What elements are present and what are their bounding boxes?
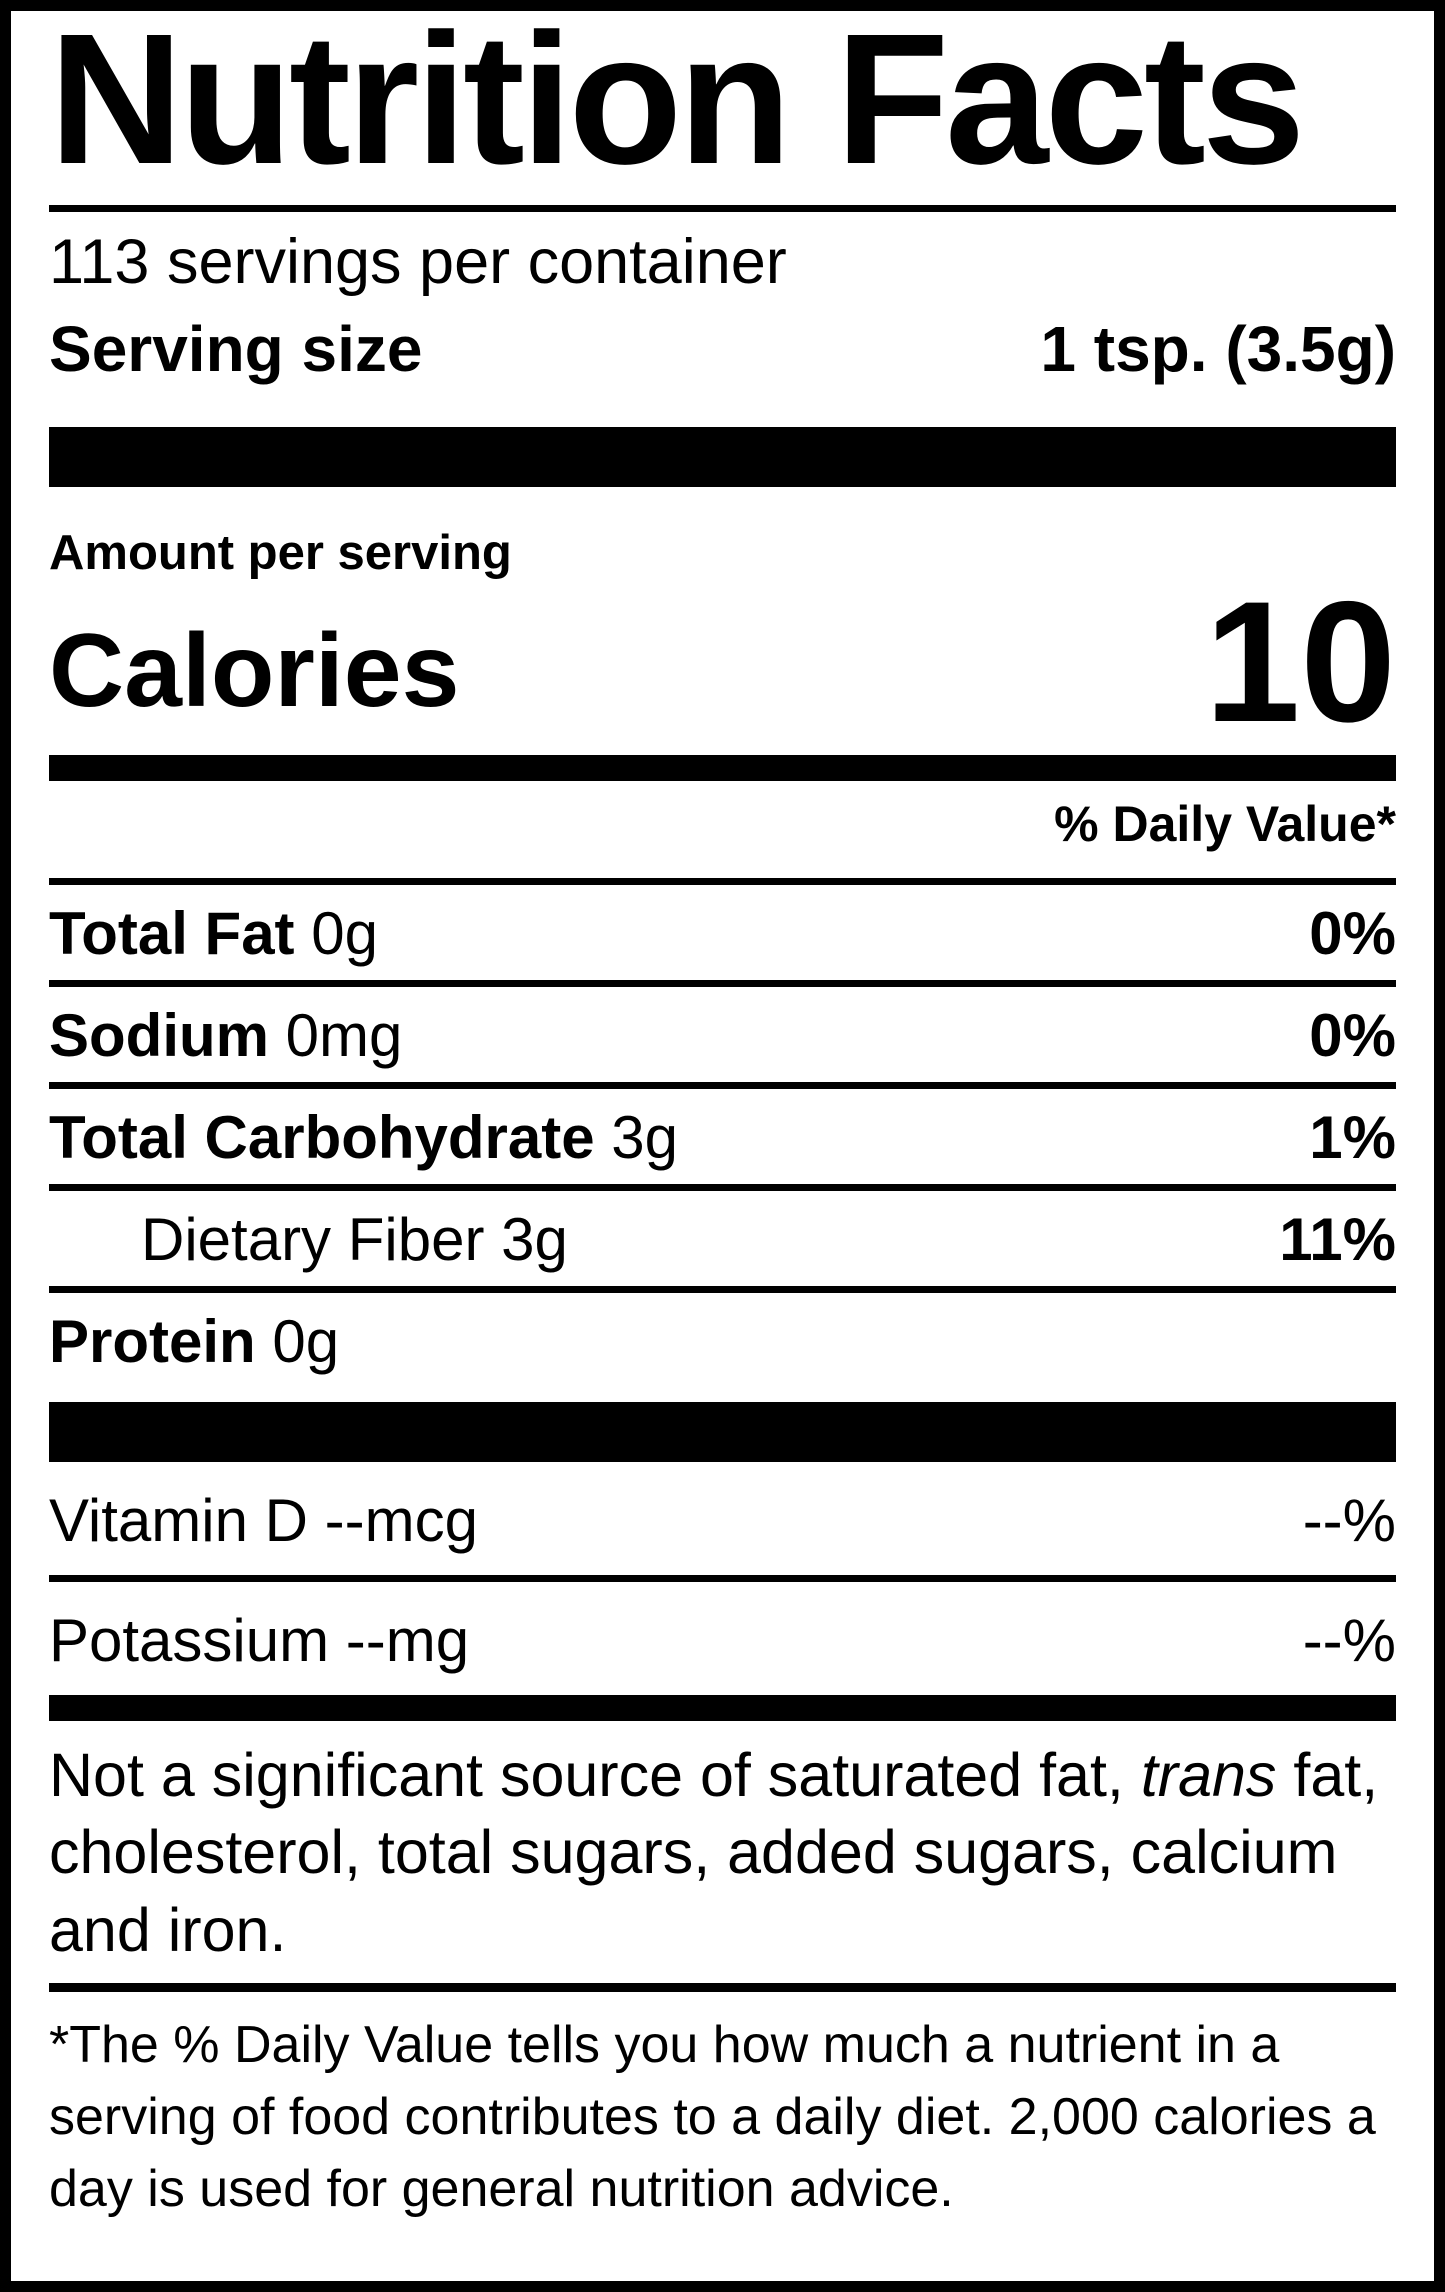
divider-above-footnote	[49, 1983, 1396, 1993]
micronutrient-row-potassium: Potassium --mg --%	[49, 1574, 1396, 1695]
nutrient-row-sodium: Sodium 0mg 0%	[49, 979, 1396, 1082]
daily-value-header: % Daily Value*	[1054, 795, 1396, 852]
servings-per-container: 113 servings per container	[49, 227, 787, 297]
nutrient-amount: 0mg	[285, 1001, 403, 1069]
thick-bar-after-protein	[49, 1401, 1396, 1462]
nutrient-name: Total Carbohydrate	[49, 1103, 595, 1171]
nutrient-amount: 0g	[311, 899, 378, 967]
medium-bar-after-micronutrients	[49, 1694, 1396, 1721]
nutrient-name: Dietary Fiber	[141, 1205, 485, 1273]
nutrient-daily-value: 1%	[1309, 1103, 1396, 1171]
micronutrient-row-vitamin-d: Vitamin D --mcg --%	[49, 1462, 1396, 1575]
nutrient-name-and-amount: Protein 0g	[49, 1307, 339, 1376]
nutrient-name-and-amount: Total Carbohydrate 3g	[49, 1103, 678, 1172]
daily-value-footnote: *The % Daily Value tells you how much a …	[49, 2016, 1376, 2218]
micronutrient-daily-value: --%	[1302, 1486, 1396, 1554]
nutrient-amount: 0g	[272, 1307, 340, 1375]
micronutrient-name: Potassium	[49, 1606, 330, 1674]
nutrient-daily-value: 11%	[1279, 1205, 1396, 1273]
nutrient-name: Sodium	[49, 1001, 269, 1069]
micronutrient-daily-value: --%	[1302, 1606, 1396, 1674]
nutrient-name-and-amount: Dietary Fiber 3g	[49, 1205, 568, 1274]
serving-size-label: Serving size	[49, 313, 423, 386]
nutrient-daily-value: 0%	[1309, 1001, 1396, 1069]
nutrient-row-total-carbohydrate: Total Carbohydrate 3g 1%	[49, 1081, 1396, 1184]
calories-label: Calories	[49, 613, 460, 730]
medium-bar-after-calories	[49, 754, 1396, 781]
nutrient-name-and-amount: Total Fat 0g	[49, 899, 378, 968]
note-suffix: fat, cholesterol, total sugars, added su…	[49, 1740, 1379, 1964]
nutrient-amount: 3g	[611, 1103, 679, 1171]
micronutrient-name-and-amount: Vitamin D --mcg	[49, 1486, 478, 1555]
note-prefix: Not a significant source of saturated fa…	[49, 1740, 1141, 1809]
amount-per-serving-label: Amount per serving	[49, 525, 512, 580]
nutrient-name-and-amount: Sodium 0mg	[49, 1001, 402, 1070]
nutrient-row-total-fat: Total Fat 0g 0%	[49, 877, 1396, 980]
label-title: Nutrition Facts	[49, 0, 1305, 203]
nutrient-row-dietary-fiber: Dietary Fiber 3g 11%	[49, 1183, 1396, 1286]
calories-value: 10	[1204, 566, 1396, 759]
nutrient-name: Protein	[49, 1307, 256, 1375]
nutrient-daily-value: 0%	[1309, 899, 1396, 967]
calories-row: Calories 10	[49, 566, 1396, 759]
micronutrient-amount: --mcg	[324, 1486, 478, 1554]
serving-size-value: 1 tsp. (3.5g)	[1040, 313, 1396, 386]
not-significant-note: Not a significant source of saturated fa…	[49, 1737, 1396, 1969]
divider-under-title	[49, 205, 1396, 212]
micronutrient-name: Vitamin D	[49, 1486, 308, 1554]
thick-bar-after-serving	[49, 426, 1396, 487]
micronutrient-name-and-amount: Potassium --mg	[49, 1606, 469, 1675]
nutrient-amount: 3g	[501, 1205, 568, 1273]
serving-size-row: Serving size 1 tsp. (3.5g)	[49, 313, 1396, 387]
nutrient-row-protein: Protein 0g	[49, 1285, 1396, 1388]
micronutrient-amount: --mg	[345, 1606, 470, 1674]
note-italic-word: trans	[1140, 1740, 1277, 1809]
nutrient-name: Total Fat	[49, 899, 295, 967]
